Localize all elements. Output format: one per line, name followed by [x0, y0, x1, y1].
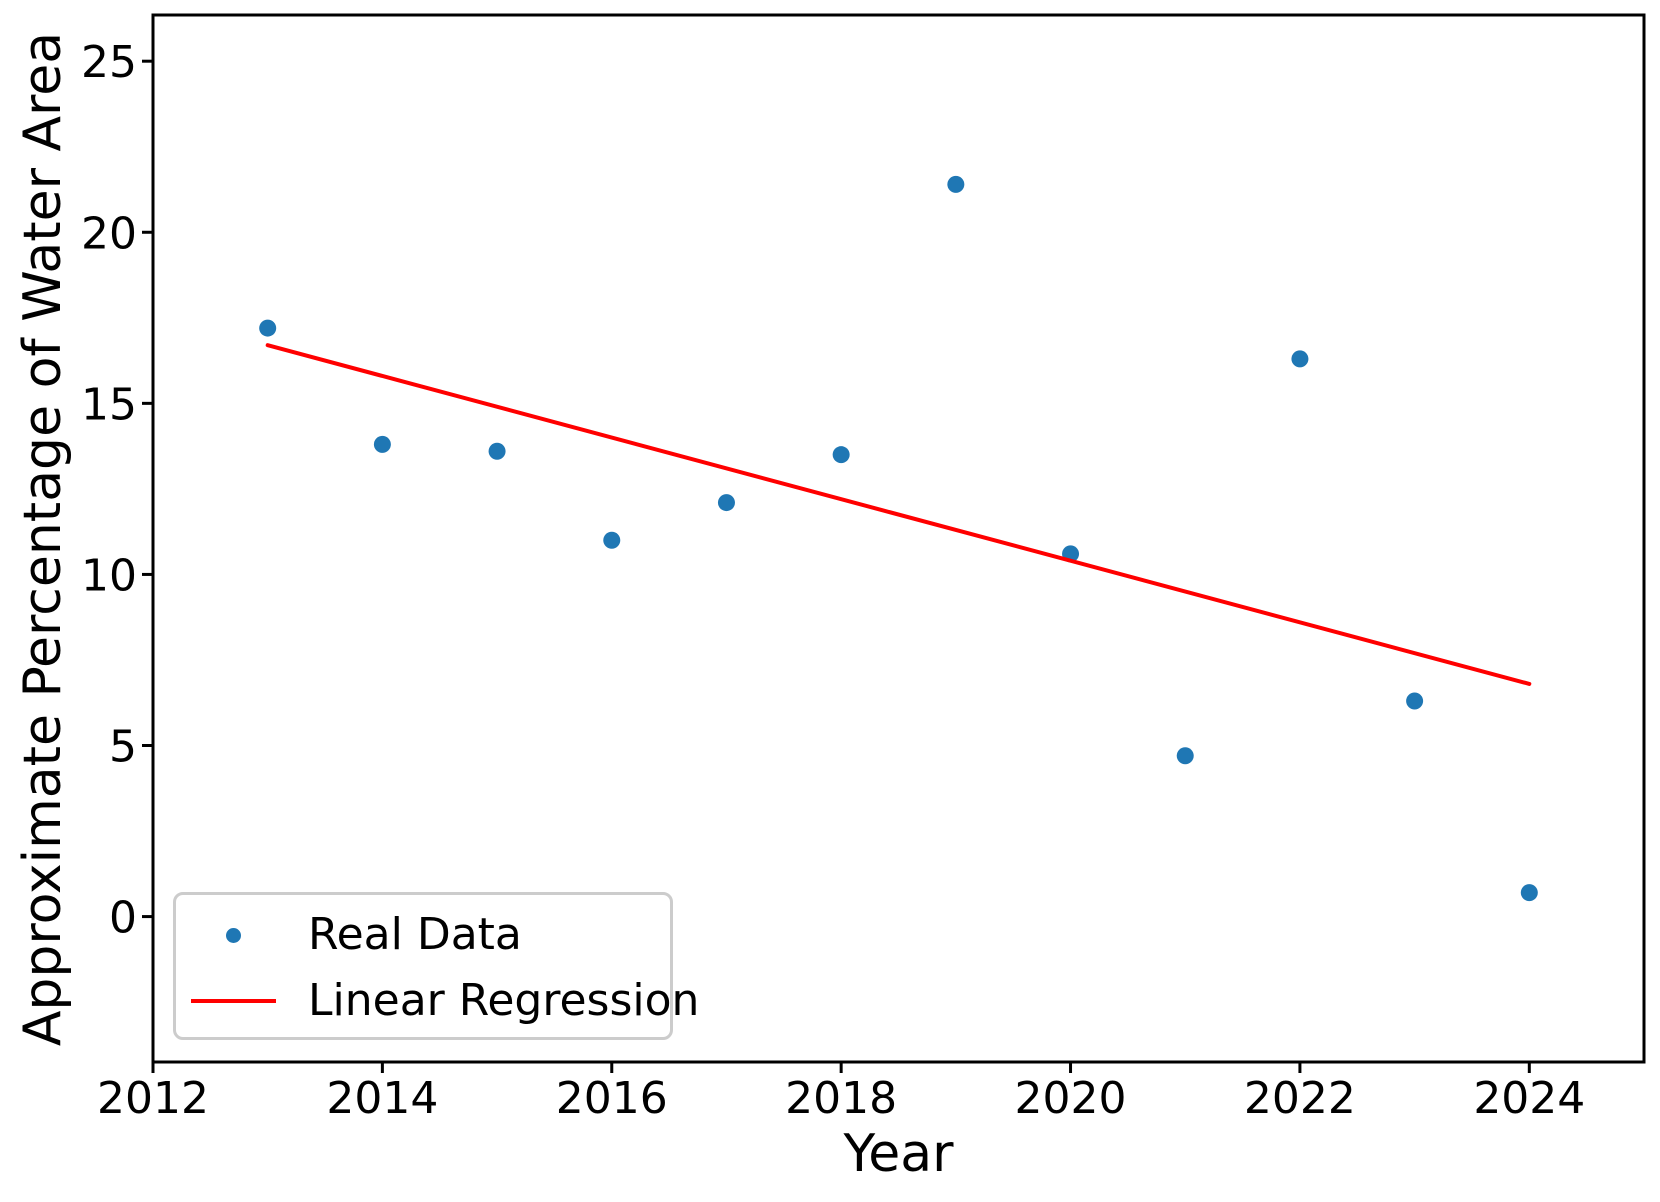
x-tick-label: 2016: [556, 1073, 668, 1124]
line-marker-icon: [191, 999, 276, 1003]
legend-label-linear-regression: Linear Regression: [308, 975, 700, 1026]
data-point: [603, 531, 621, 549]
data-point: [373, 435, 391, 453]
y-tick-label: 5: [109, 722, 137, 773]
legend-marker-cell: [176, 927, 291, 943]
data-point: [717, 494, 735, 512]
regression-line: [265, 343, 1532, 686]
y-tick-label: 15: [81, 379, 137, 430]
data-point: [947, 175, 965, 193]
y-tick-label: 25: [81, 37, 137, 88]
data-point: [488, 442, 506, 460]
plot-area-border: [151, 13, 1646, 1064]
axis-ticks-layer: 2012 2014 2016 2018 2020 2022 2024 0 5 10 15 20 25: [81, 37, 1585, 1124]
legend-item-linear-regression: Linear Regression: [176, 968, 699, 1034]
y-tick-label: 20: [81, 208, 137, 259]
data-point: [259, 319, 277, 337]
legend-item-real-data: Real Data: [176, 902, 670, 968]
data-point: [1176, 747, 1194, 765]
x-tick-label: 2014: [326, 1073, 438, 1124]
scatter-dot-icon: [226, 927, 241, 943]
data-point: [1520, 884, 1538, 902]
series-layer: [259, 175, 1538, 902]
x-tick-label: 2012: [97, 1073, 209, 1124]
legend: Real Data Linear Regression: [173, 892, 699, 1040]
data-point: [1406, 692, 1424, 710]
x-tick-label: 2024: [1473, 1073, 1585, 1124]
x-axis-label: Year: [843, 1124, 954, 1184]
data-point: [1291, 350, 1309, 368]
y-tick-label: 0: [109, 893, 137, 944]
x-tick-label: 2022: [1244, 1073, 1356, 1124]
y-tick-label: 10: [81, 550, 137, 601]
legend-label-real-data: Real Data: [308, 909, 522, 960]
y-axis-label: Approximate Percentage of Water Area: [13, 31, 73, 1047]
x-tick-label: 2018: [785, 1073, 897, 1124]
legend-marker-cell: [176, 999, 291, 1003]
x-tick-label: 2020: [1015, 1073, 1127, 1124]
data-point: [832, 446, 850, 464]
